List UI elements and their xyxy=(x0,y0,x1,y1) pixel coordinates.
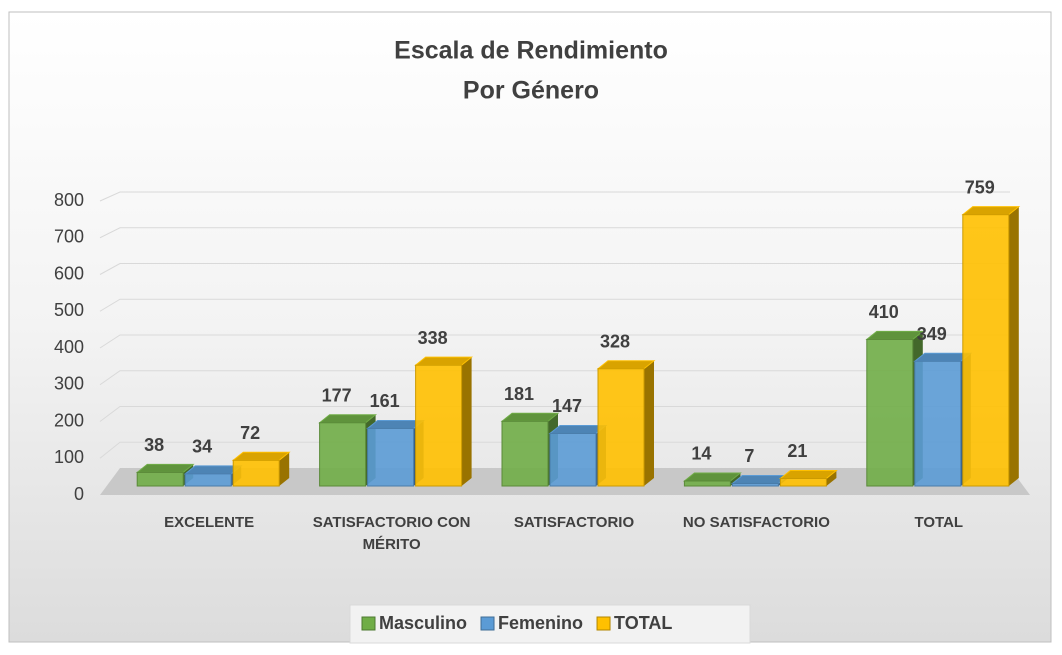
legend-label: TOTAL xyxy=(614,613,672,633)
value-label: 338 xyxy=(418,328,448,348)
y-tick-label: 800 xyxy=(54,190,84,210)
bar-top xyxy=(865,330,925,340)
chart-title: Escala de Rendimiento xyxy=(394,37,668,65)
bar-top xyxy=(778,469,838,479)
bar-side xyxy=(1008,206,1019,486)
bar xyxy=(501,420,549,487)
value-label: 181 xyxy=(504,384,534,404)
bar xyxy=(319,422,367,487)
value-label: 410 xyxy=(869,302,899,322)
bar-side xyxy=(826,470,837,486)
y-tick-label: 0 xyxy=(74,484,84,504)
legend-label: Masculino xyxy=(379,613,467,633)
value-label: 161 xyxy=(370,391,400,411)
bar xyxy=(683,480,731,487)
y-tick-label: 100 xyxy=(54,447,84,467)
bar xyxy=(415,364,463,487)
legend-swatch xyxy=(361,616,376,631)
value-label: 7 xyxy=(744,446,754,466)
grid-line xyxy=(99,441,1010,459)
bar-top xyxy=(596,360,656,370)
chart-subtitle: Por Género xyxy=(463,77,599,105)
x-tick-label: SATISFACTORIO CON MÉRITO xyxy=(312,514,471,553)
chart-background xyxy=(8,11,1052,643)
bar xyxy=(184,473,232,487)
bar-top xyxy=(961,206,1021,216)
x-tick-label: NO SATISFACTORIO xyxy=(682,514,830,531)
bar xyxy=(367,427,415,487)
bar xyxy=(731,482,779,487)
bar xyxy=(914,360,962,487)
bar-side xyxy=(279,452,290,486)
x-tick-label: EXCELENTE xyxy=(164,514,255,531)
x-tick-label: TOTAL xyxy=(914,514,964,531)
grid-line xyxy=(99,370,1010,386)
bar xyxy=(962,214,1010,487)
bar-side xyxy=(644,360,654,486)
y-tick-label: 500 xyxy=(54,300,84,320)
y-tick-label: 300 xyxy=(54,374,84,394)
grid-line xyxy=(99,227,1010,239)
value-label: 177 xyxy=(322,385,352,405)
legend-box xyxy=(349,604,751,644)
bar-top xyxy=(318,414,378,424)
bar-top xyxy=(682,472,742,482)
bar xyxy=(136,471,184,487)
y-tick-label: 200 xyxy=(54,410,84,430)
value-label: 328 xyxy=(600,331,630,351)
bar-top xyxy=(135,463,195,473)
legend-label: Femenino xyxy=(498,613,583,633)
value-label: 759 xyxy=(965,177,995,197)
grid-line xyxy=(99,406,1010,422)
bar xyxy=(597,368,645,487)
legend-swatch xyxy=(480,616,495,631)
x-tick-label: SATISFACTORIO xyxy=(513,514,635,531)
grid-line xyxy=(99,191,1010,202)
y-tick-label: 700 xyxy=(54,227,84,247)
y-tick-label: 600 xyxy=(54,263,84,283)
grid-line xyxy=(99,298,1010,312)
bar-top xyxy=(231,451,291,461)
bar-side xyxy=(461,357,472,486)
grid-line xyxy=(99,334,1010,349)
value-label: 147 xyxy=(552,396,582,416)
y-tick-label: 400 xyxy=(54,337,84,357)
legend-swatch xyxy=(596,616,611,631)
bar xyxy=(866,338,914,487)
value-label: 21 xyxy=(787,441,807,461)
bar xyxy=(232,459,280,487)
value-label: 349 xyxy=(917,324,947,344)
value-label: 72 xyxy=(240,423,260,443)
bar-top xyxy=(500,412,560,422)
value-label: 38 xyxy=(144,435,164,455)
grid-line xyxy=(99,263,1010,275)
value-label: 14 xyxy=(691,444,711,464)
bar-top xyxy=(414,356,474,366)
value-label: 34 xyxy=(192,437,212,457)
bar xyxy=(549,432,597,487)
bar xyxy=(779,477,827,487)
